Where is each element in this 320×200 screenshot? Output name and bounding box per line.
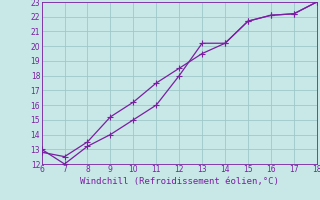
X-axis label: Windchill (Refroidissement éolien,°C): Windchill (Refroidissement éolien,°C) xyxy=(80,177,279,186)
